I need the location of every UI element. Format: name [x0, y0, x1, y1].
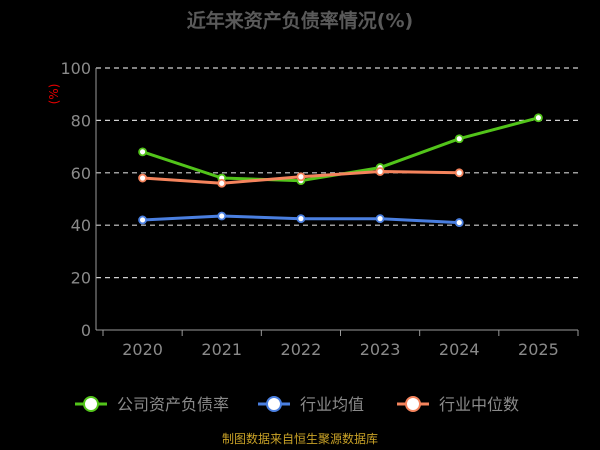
x-tick-label-2024: 2024: [439, 340, 480, 359]
data-point-2-3: [375, 167, 385, 176]
chart-title: 近年来资产负债率情况(%): [187, 9, 413, 32]
data-point-1-2: [296, 214, 306, 224]
y-tick-label-100: 100: [60, 59, 91, 78]
y-unit-label: (%): [47, 84, 61, 105]
data-point-2-4: [454, 168, 464, 178]
data-point-2-2: [296, 172, 306, 182]
data-point-2-1: [217, 178, 227, 188]
y-tick-label-80: 80: [71, 111, 91, 130]
x-tick-label-2025: 2025: [518, 340, 559, 359]
y-tick-label-40: 40: [71, 216, 91, 235]
y-tick-label-0: 0: [81, 321, 91, 340]
data-point-0-4: [454, 134, 464, 144]
x-tick-label-2020: 2020: [122, 340, 163, 359]
x-tick-label-2023: 2023: [360, 340, 401, 359]
x-tick-label-2022: 2022: [281, 340, 322, 359]
source-note: 制图数据来自恒生聚源数据库: [222, 431, 378, 446]
legend-label-1: 行业均值: [300, 395, 364, 414]
legend-marker-0: [83, 396, 99, 412]
legend-marker-1: [266, 396, 282, 412]
legend-label-2: 行业中位数: [439, 395, 519, 414]
data-point-0-5: [534, 113, 543, 123]
y-tick-label-20: 20: [71, 269, 91, 288]
data-point-0-0: [138, 147, 147, 157]
legend-label-0: 公司资产负债率: [117, 395, 229, 414]
y-tick-label-60: 60: [71, 164, 91, 183]
x-tick-label-2021: 2021: [201, 340, 242, 359]
legend-marker-2: [405, 396, 421, 412]
data-point-1-0: [138, 215, 147, 225]
data-point-2-0: [138, 173, 147, 183]
data-point-1-3: [375, 214, 385, 224]
data-point-1-4: [454, 218, 464, 227]
data-point-1-1: [217, 211, 227, 221]
